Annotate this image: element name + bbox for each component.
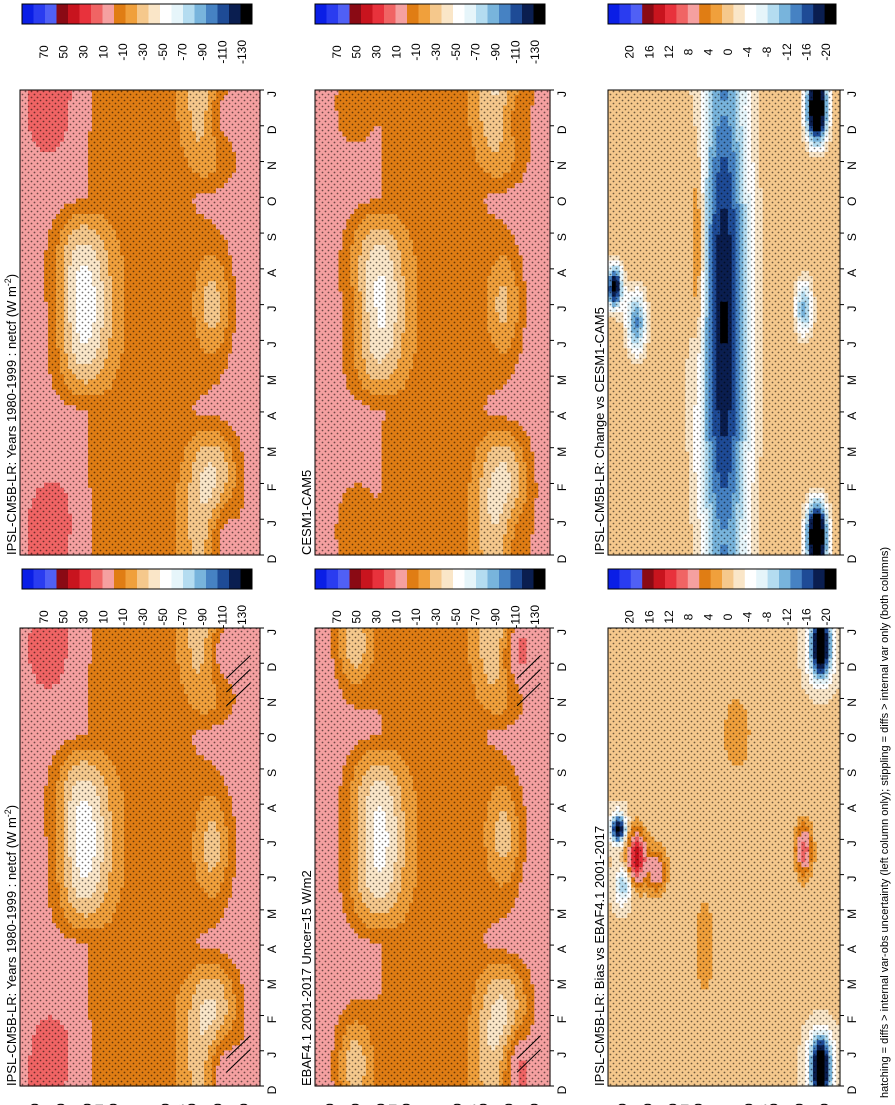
panel-0: DJFMAMJJASONDJ80604020020406080°N°SIPSL-… <box>3 627 279 1105</box>
